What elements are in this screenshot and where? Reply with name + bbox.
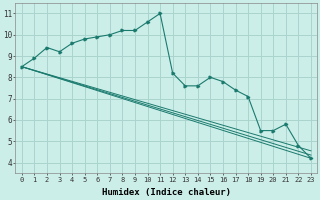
X-axis label: Humidex (Indice chaleur): Humidex (Indice chaleur) [102, 188, 231, 197]
